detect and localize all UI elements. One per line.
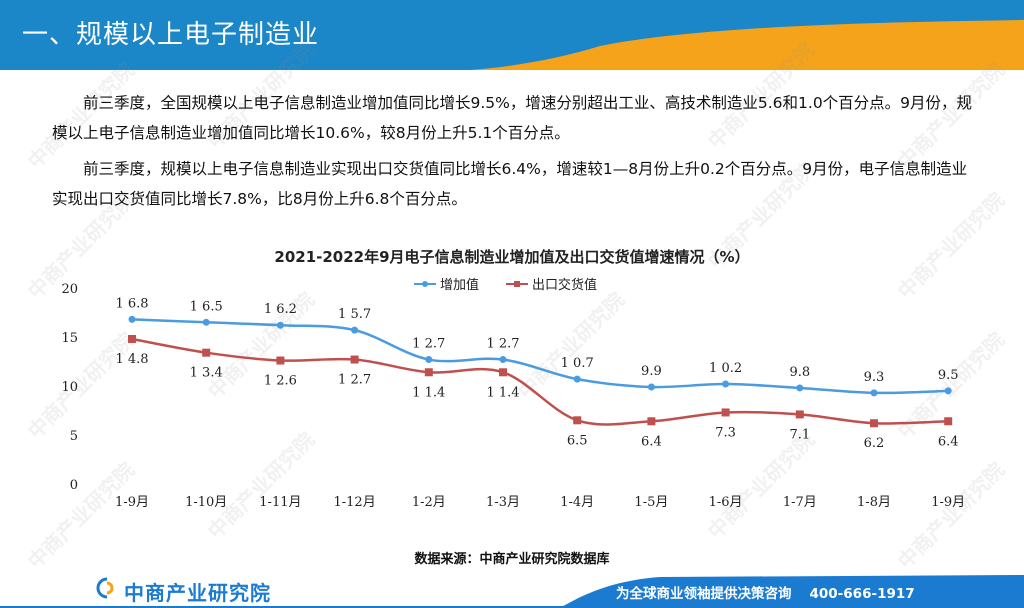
y-tick-label: 5 bbox=[70, 429, 78, 444]
data-point bbox=[573, 375, 581, 383]
data-label: 9.5 bbox=[938, 368, 959, 383]
data-label: 1 2.7 bbox=[412, 337, 445, 352]
header-banner: 一、规模以上电子制造业 bbox=[0, 0, 1024, 70]
data-label: 6.2 bbox=[864, 436, 885, 451]
data-label: 1 2.7 bbox=[338, 373, 371, 388]
data-point bbox=[795, 410, 804, 419]
legend-marker bbox=[422, 281, 428, 287]
data-label: 1 6.8 bbox=[115, 296, 148, 311]
data-point bbox=[647, 417, 656, 426]
data-label: 1 0.2 bbox=[709, 361, 742, 376]
y-tick-label: 10 bbox=[61, 380, 78, 395]
data-point bbox=[870, 389, 878, 397]
paragraph-export: 前三季度，规模以上电子信息制造业实现出口交货值同比增长6.4%，增速较1—8月份… bbox=[52, 160, 968, 208]
data-point bbox=[796, 384, 804, 392]
footer-slogan: 为全球商业领袖提供决策咨询 400-666-1917 bbox=[616, 582, 915, 602]
data-point bbox=[276, 321, 284, 329]
phone-number: 400-666-1917 bbox=[809, 586, 915, 602]
x-tick-label: 1-2月 bbox=[412, 495, 446, 510]
data-label: 1 4.8 bbox=[115, 352, 148, 367]
x-tick-label: 1-11月 bbox=[259, 495, 301, 510]
data-point bbox=[425, 356, 433, 364]
x-tick-label: 1-5月 bbox=[634, 495, 668, 510]
legend-label: 出口交货值 bbox=[532, 277, 597, 293]
x-tick-label: 1-8月 bbox=[857, 495, 891, 510]
data-point bbox=[721, 408, 730, 417]
y-tick-label: 15 bbox=[61, 331, 78, 346]
data-label: 1 6.5 bbox=[190, 299, 223, 314]
data-label: 9.3 bbox=[864, 370, 885, 385]
data-point bbox=[573, 416, 582, 425]
data-point bbox=[722, 380, 730, 388]
x-tick-label: 1-9月 bbox=[931, 495, 965, 510]
header-background bbox=[0, 0, 1024, 70]
data-point bbox=[276, 356, 285, 365]
data-label: 6.5 bbox=[567, 433, 588, 448]
data-label: 7.1 bbox=[789, 427, 810, 442]
legend-marker bbox=[514, 281, 520, 287]
logo-icon bbox=[96, 577, 114, 599]
x-tick-label: 1-6月 bbox=[709, 495, 743, 510]
data-label: 1 6.2 bbox=[264, 302, 297, 317]
data-label: 6.4 bbox=[938, 434, 959, 449]
footer-banner bbox=[0, 570, 1024, 608]
data-label: 1 2.6 bbox=[264, 374, 297, 389]
data-point bbox=[870, 419, 878, 428]
x-tick-label: 1-10月 bbox=[185, 495, 227, 510]
data-point bbox=[202, 318, 210, 326]
data-point bbox=[350, 355, 359, 364]
x-tick-label: 1-3月 bbox=[486, 495, 520, 510]
data-point bbox=[499, 368, 507, 377]
data-source: 数据来源：中商产业研究院数据库 bbox=[414, 552, 610, 567]
data-label: 1 0.7 bbox=[561, 356, 594, 371]
legend-label: 增加值 bbox=[440, 277, 479, 293]
data-point bbox=[647, 383, 655, 391]
series-line-export bbox=[131, 337, 949, 426]
page-title: 一、规模以上电子制造业 bbox=[22, 20, 320, 50]
x-tick-label: 1-9月 bbox=[115, 495, 149, 510]
data-point bbox=[424, 368, 433, 377]
chart-title: 2021-2022年9月电子信息制造业增加值及出口交货值增速情况（%） bbox=[274, 248, 749, 266]
data-point bbox=[944, 417, 953, 426]
x-tick-label: 1-7月 bbox=[783, 495, 817, 510]
data-point bbox=[128, 315, 136, 323]
y-tick-label: 0 bbox=[70, 478, 78, 493]
data-point bbox=[499, 356, 507, 364]
data-label: 1 1.4 bbox=[412, 385, 445, 400]
data-label: 1 2.7 bbox=[486, 337, 519, 352]
data-point bbox=[351, 326, 359, 334]
footer-background bbox=[0, 570, 1024, 608]
line-chart: 2021-2022年9月电子信息制造业增加值及出口交货值增速情况（%） 增加值 出口… bbox=[61, 248, 965, 510]
y-tick-label: 20 bbox=[61, 282, 78, 297]
x-tick-label: 1-12月 bbox=[333, 495, 375, 510]
data-point bbox=[202, 348, 211, 357]
paragraph-value-added: 前三季度，全国规模以上电子信息制造业增加值同比增长9.5%，增速分别超出工业、高… bbox=[52, 94, 973, 142]
data-label: 6.4 bbox=[641, 434, 662, 449]
data-point bbox=[944, 387, 952, 395]
logo-text: 中商产业研究院 bbox=[124, 581, 271, 605]
x-tick-label: 1-4月 bbox=[560, 495, 594, 510]
series-line-value-added bbox=[131, 318, 949, 395]
data-label: 1 5.7 bbox=[338, 307, 371, 322]
data-label: 1 1.4 bbox=[486, 385, 519, 400]
slogan-text: 为全球商业领袖提供决策咨询 bbox=[616, 586, 792, 602]
data-label: 1 3.4 bbox=[190, 366, 223, 381]
data-label: 9.9 bbox=[641, 364, 662, 379]
data-point bbox=[128, 334, 136, 343]
data-label: 7.3 bbox=[715, 425, 736, 440]
data-label: 9.8 bbox=[789, 365, 810, 380]
